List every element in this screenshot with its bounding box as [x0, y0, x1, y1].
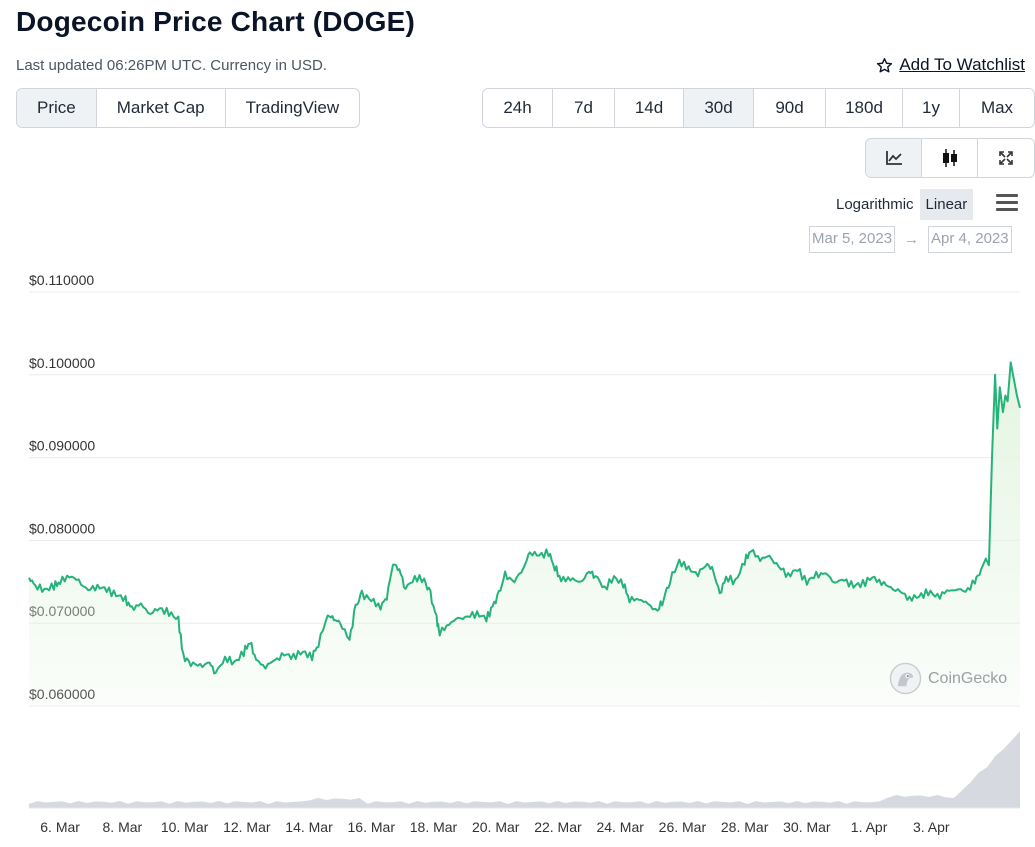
- date-to-input[interactable]: Apr 4, 2023: [928, 226, 1012, 253]
- tab-price[interactable]: Price: [17, 89, 97, 127]
- x-tick-label: 12. Mar: [223, 819, 271, 835]
- range-24h[interactable]: 24h: [483, 89, 553, 127]
- scale-logarithmic[interactable]: Logarithmic: [836, 196, 914, 213]
- time-range-selector: 24h 7d 14d 30d 90d 180d 1y Max: [482, 88, 1035, 128]
- range-30d[interactable]: 30d: [684, 89, 754, 127]
- range-max[interactable]: Max: [980, 98, 1014, 117]
- y-tick-label: $0.100000: [29, 355, 95, 371]
- fullscreen-icon: [999, 151, 1013, 165]
- x-tick-label: 20. Mar: [472, 819, 520, 835]
- x-tick-label: 30. Mar: [783, 819, 831, 835]
- volume-area: [29, 731, 1020, 808]
- tab-tradingview[interactable]: TradingView: [245, 98, 340, 117]
- x-tick-label: 3. Apr: [913, 819, 950, 835]
- x-tick-label: 18. Mar: [410, 819, 458, 835]
- scale-linear[interactable]: Linear: [919, 189, 974, 220]
- last-updated-text: Last updated 06:26PM UTC. Currency in US…: [16, 57, 327, 74]
- x-tick-label: 24. Mar: [596, 819, 644, 835]
- menu-icon[interactable]: [996, 194, 1018, 212]
- date-arrow: →: [904, 231, 920, 248]
- candlestick-icon: [942, 149, 957, 167]
- price-area: [29, 362, 1020, 706]
- line-chart-icon: [885, 151, 902, 165]
- date-range: Mar 5, 2023 → Apr 4, 2023: [809, 226, 1012, 253]
- star-icon: [877, 57, 893, 72]
- chart-type-selector: [865, 138, 1035, 178]
- line-chart-button[interactable]: [866, 139, 922, 177]
- range-7d[interactable]: 7d: [553, 89, 615, 127]
- x-tick-label: 10. Mar: [161, 819, 209, 835]
- watermark-label: CoinGecko: [928, 669, 1008, 687]
- x-tick-label: 26. Mar: [659, 819, 707, 835]
- watchlist-label: Add To Watchlist: [899, 55, 1025, 74]
- add-to-watchlist-link[interactable]: Add To Watchlist: [876, 55, 1025, 75]
- range-180d[interactable]: 180d: [826, 89, 903, 127]
- range-90d[interactable]: 90d: [754, 89, 826, 127]
- y-tick-label: $0.110000: [29, 272, 94, 288]
- fullscreen-button[interactable]: [978, 139, 1034, 177]
- x-tick-label: 8. Mar: [103, 819, 143, 835]
- range-14d[interactable]: 14d: [615, 89, 684, 127]
- range-1y[interactable]: 1y: [903, 89, 960, 127]
- page-title: Dogecoin Price Chart (DOGE): [16, 6, 416, 37]
- x-tick-label: 1. Apr: [851, 819, 888, 835]
- x-tick-label: 16. Mar: [348, 819, 396, 835]
- x-tick-label: 22. Mar: [534, 819, 582, 835]
- x-tick-label: 6. Mar: [40, 819, 80, 835]
- candlestick-button[interactable]: [922, 139, 978, 177]
- scale-toggle: Logarithmic Linear: [830, 189, 974, 220]
- tab-market-cap[interactable]: Market Cap: [97, 89, 226, 127]
- coingecko-logo-icon: [889, 662, 922, 695]
- coingecko-watermark: CoinGecko: [889, 662, 1007, 695]
- price-line: [28, 361, 1021, 675]
- x-tick-label: 14. Mar: [285, 819, 333, 835]
- price-chart[interactable]: $0.110000$0.100000$0.090000$0.080000$0.0…: [0, 260, 1035, 847]
- y-tick-label: $0.080000: [29, 520, 95, 536]
- x-tick-label: 28. Mar: [721, 819, 769, 835]
- chart-tabs: Price Market Cap TradingView: [16, 88, 361, 128]
- date-from-input[interactable]: Mar 5, 2023: [809, 226, 896, 253]
- y-tick-label: $0.090000: [29, 438, 95, 454]
